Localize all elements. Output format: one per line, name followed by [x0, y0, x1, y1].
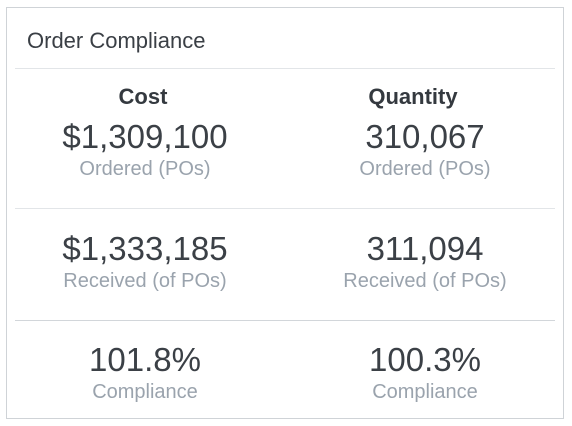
received-cost-caption: Received (of POs): [63, 270, 227, 292]
received-quantity-metric: 311,094 Received (of POs): [290, 230, 560, 293]
title-divider: [15, 68, 555, 69]
ordered-cost-caption: Ordered (POs): [79, 158, 211, 180]
card-title: Order Compliance: [27, 28, 206, 53]
compliance-cost-value: 101.8%: [89, 341, 201, 378]
compliance-quantity-value: 100.3%: [369, 341, 481, 378]
cost-column-header: Cost: [118, 84, 168, 109]
compliance-cost-caption: Compliance: [92, 381, 198, 403]
received-cost-value: $1,333,185: [62, 230, 228, 267]
received-cost-metric: $1,333,185 Received (of POs): [10, 230, 280, 293]
order-compliance-card: Order Compliance Cost Quantity $1,309,10…: [6, 7, 564, 419]
ordered-quantity-metric: 310,067 Ordered (POs): [290, 118, 560, 181]
row-divider-received: [15, 320, 555, 321]
row-divider-ordered: [15, 208, 555, 209]
quantity-column-header: Quantity: [368, 84, 458, 109]
compliance-quantity-metric: 100.3% Compliance: [290, 341, 560, 404]
ordered-cost-metric: $1,309,100 Ordered (POs): [10, 118, 280, 181]
compliance-quantity-caption: Compliance: [372, 381, 478, 403]
ordered-quantity-caption: Ordered (POs): [359, 158, 491, 180]
compliance-cost-metric: 101.8% Compliance: [10, 341, 280, 404]
received-quantity-value: 311,094: [366, 230, 484, 267]
ordered-cost-value: $1,309,100: [62, 118, 228, 155]
received-quantity-caption: Received (of POs): [343, 270, 507, 292]
ordered-quantity-value: 310,067: [365, 118, 485, 155]
